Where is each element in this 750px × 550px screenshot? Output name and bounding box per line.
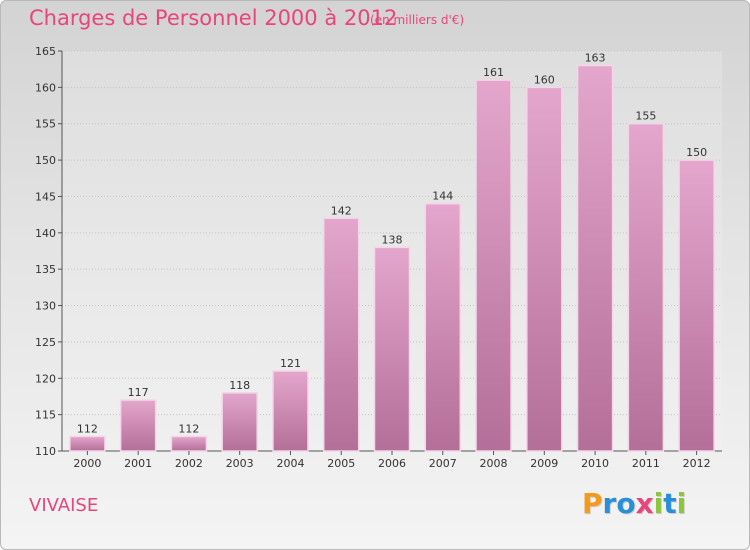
bar [627, 122, 665, 452]
bar-value-label: 155 [635, 110, 656, 123]
bar [475, 79, 512, 452]
bar-value-label: 150 [686, 146, 707, 159]
logo-letter: i [653, 487, 664, 520]
x-tick-label: 2011 [632, 457, 660, 470]
bar-value-label: 117 [128, 386, 149, 399]
bar [678, 159, 715, 452]
bar-value-label: 118 [229, 379, 250, 392]
bar [526, 86, 563, 452]
x-tick-label: 2001 [124, 457, 152, 470]
logo-letter: x [635, 487, 654, 520]
commune-name: VIVAISE [29, 495, 99, 516]
bar-value-label: 163 [585, 52, 606, 65]
bar-value-label: 121 [280, 357, 301, 370]
x-tick-label: 2012 [683, 457, 711, 470]
x-tick-label: 2006 [378, 457, 406, 470]
x-tick-label: 2003 [226, 457, 254, 470]
y-tick-label: 120 [35, 372, 56, 385]
bar [119, 399, 157, 452]
x-tick-label: 2008 [480, 457, 508, 470]
y-tick-label: 160 [35, 81, 56, 94]
logo-letter: t [663, 487, 677, 520]
bar-value-label: 161 [483, 66, 504, 79]
x-tick-label: 2005 [327, 457, 355, 470]
bar-value-label: 160 [534, 73, 555, 86]
bar [576, 64, 614, 452]
bar [322, 217, 360, 452]
logo-letter: P [582, 487, 603, 520]
y-tick-label: 110 [35, 445, 56, 458]
bar [373, 246, 411, 452]
x-tick-label: 2010 [581, 457, 609, 470]
x-tick-label: 2000 [73, 457, 101, 470]
x-tick-label: 2002 [175, 457, 203, 470]
y-tick-label: 135 [35, 263, 56, 276]
bar [170, 435, 208, 452]
logo-letter: i [676, 487, 687, 520]
y-tick-label: 145 [35, 190, 56, 203]
y-tick-label: 130 [35, 300, 56, 313]
y-tick-label: 140 [35, 227, 56, 240]
logo-letter: o [616, 487, 636, 520]
bar [272, 370, 309, 452]
x-tick-label: 2007 [429, 457, 457, 470]
logo-letter: r [602, 487, 617, 520]
chart-title: Charges de Personnel 2000 à 2012 [29, 6, 398, 30]
bar-value-label: 142 [331, 204, 352, 217]
x-tick-label: 2004 [276, 457, 304, 470]
y-tick-label: 125 [35, 336, 56, 349]
bar-value-label: 138 [382, 233, 403, 246]
bar [221, 392, 258, 452]
bar-value-label: 144 [432, 190, 453, 203]
y-tick-label: 115 [35, 409, 56, 422]
y-tick-label: 165 [35, 45, 56, 58]
y-tick-label: 150 [35, 154, 56, 167]
x-tick-label: 2009 [530, 457, 558, 470]
bar-value-label: 112 [77, 422, 98, 435]
bar [69, 435, 106, 452]
proxiti-logo: Proxiti [582, 487, 686, 520]
bar-value-label: 112 [178, 422, 199, 435]
chart-unit-label: (en milliers d'€) [370, 13, 465, 27]
y-tick-label: 155 [35, 118, 56, 131]
bar [424, 202, 462, 452]
